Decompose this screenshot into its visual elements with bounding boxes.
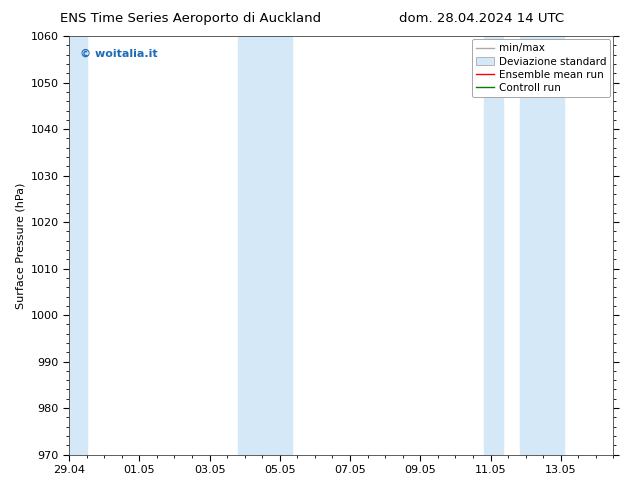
Legend: min/max, Deviazione standard, Ensemble mean run, Controll run: min/max, Deviazione standard, Ensemble m… bbox=[472, 39, 611, 97]
Text: dom. 28.04.2024 14 UTC: dom. 28.04.2024 14 UTC bbox=[399, 12, 564, 25]
Text: ENS Time Series Aeroporto di Auckland: ENS Time Series Aeroporto di Auckland bbox=[60, 12, 321, 25]
Bar bbox=[264, 36, 292, 455]
Bar bbox=[484, 36, 503, 455]
Y-axis label: Surface Pressure (hPa): Surface Pressure (hPa) bbox=[15, 182, 25, 309]
Bar bbox=[521, 36, 564, 455]
Text: © woitalia.it: © woitalia.it bbox=[80, 49, 158, 59]
Bar bbox=[69, 36, 87, 455]
Bar bbox=[238, 36, 264, 455]
